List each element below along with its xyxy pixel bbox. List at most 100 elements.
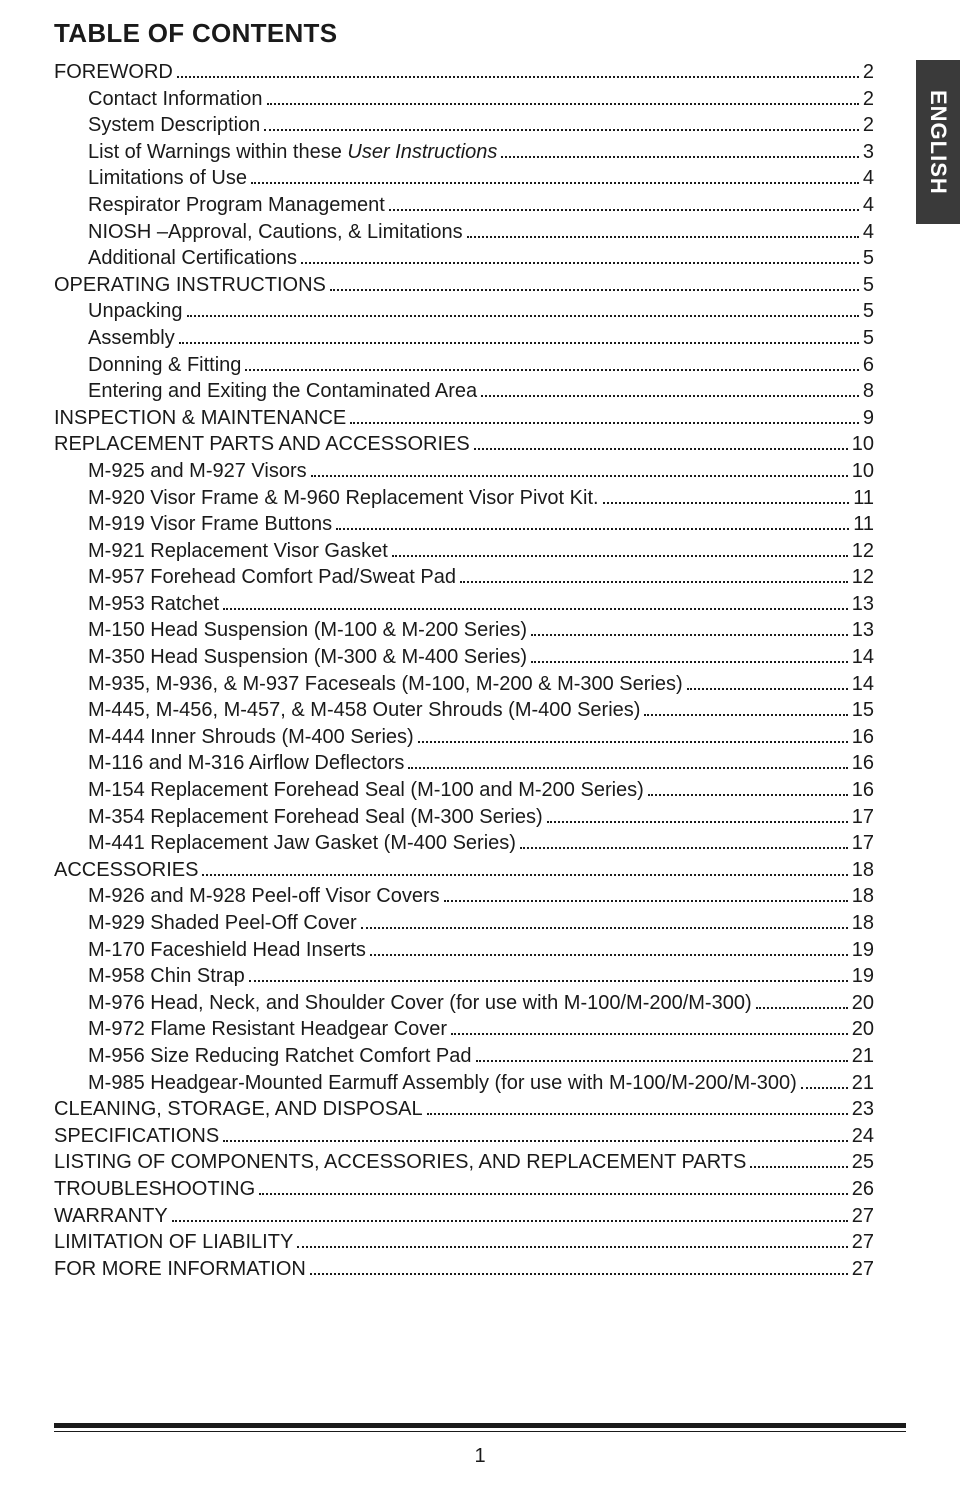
toc-entry: M-921 Replacement Visor Gasket 12 (54, 538, 874, 565)
toc-entry: M-929 Shaded Peel-Off Cover 18 (54, 910, 874, 937)
toc-entry-page: 5 (863, 325, 874, 352)
toc-entry: NIOSH –Approval, Cautions, & Limitations… (54, 219, 874, 246)
toc-entry: FOREWORD 2 (54, 59, 874, 86)
toc-entry-label: Assembly (88, 325, 175, 352)
toc-entry-label: Entering and Exiting the Contaminated Ar… (88, 378, 477, 405)
toc-entry: TROUBLESHOOTING 26 (54, 1176, 874, 1203)
toc-entry-page: 26 (852, 1176, 874, 1203)
toc-dot-leader (179, 342, 859, 344)
toc-entry-page: 2 (863, 59, 874, 86)
toc-dot-leader (467, 236, 859, 238)
footer-rule-thick (54, 1423, 906, 1428)
toc-entry-label: CLEANING, STORAGE, AND DISPOSAL (54, 1096, 423, 1123)
footer-rule-thin (54, 1431, 906, 1433)
toc-entry: Assembly 5 (54, 325, 874, 352)
toc-dot-leader (418, 741, 848, 743)
toc-entry-page: 4 (863, 165, 874, 192)
toc-dot-leader (267, 103, 859, 105)
toc-dot-leader (245, 369, 858, 371)
toc-entry-label: M-956 Size Reducing Ratchet Comfort Pad (88, 1043, 472, 1070)
toc-entry: FOR MORE INFORMATION 27 (54, 1256, 874, 1283)
toc-entry-page: 27 (852, 1256, 874, 1283)
toc-dot-leader (547, 821, 848, 823)
toc-entry-label: M-935, M-936, & M-937 Faceseals (M-100, … (88, 671, 683, 698)
toc-entry-page: 2 (863, 112, 874, 139)
toc-entry-page: 10 (852, 431, 874, 458)
toc-entry: M-919 Visor Frame Buttons 11 (54, 511, 874, 538)
toc-entry-page: 25 (852, 1149, 874, 1176)
toc-dot-leader (648, 794, 848, 796)
toc-dot-leader (481, 395, 859, 397)
toc-entry-label: OPERATING INSTRUCTIONS (54, 272, 326, 299)
toc-entry-label: M-929 Shaded Peel-Off Cover (88, 910, 357, 937)
toc-dot-leader (427, 1113, 848, 1115)
toc-entry-label: LIMITATION OF LIABILITY (54, 1229, 293, 1256)
toc-entry: SPECIFICATIONS 24 (54, 1123, 874, 1150)
toc-dot-leader (531, 634, 848, 636)
toc-list: FOREWORD 2Contact Information 2System De… (54, 59, 874, 1282)
toc-entry-page: 16 (852, 750, 874, 777)
toc-entry-page: 21 (852, 1070, 874, 1097)
toc-entry: WARRANTY 27 (54, 1203, 874, 1230)
toc-dot-leader (187, 315, 859, 317)
toc-entry-page: 16 (852, 777, 874, 804)
toc-entry: M-445, M-456, M-457, & M-458 Outer Shrou… (54, 697, 874, 724)
toc-dot-leader (392, 555, 848, 557)
language-tab-label: ENGLISH (925, 90, 951, 195)
toc-entry-label: FOREWORD (54, 59, 173, 86)
toc-entry-label: M-985 Headgear-Mounted Earmuff Assembly … (88, 1070, 797, 1097)
toc-entry-label: Donning & Fitting (88, 352, 241, 379)
toc-entry-page: 27 (852, 1229, 874, 1256)
toc-entry-page: 18 (852, 857, 874, 884)
toc-entry-page: 2 (863, 86, 874, 113)
toc-entry-page: 10 (852, 458, 874, 485)
toc-dot-leader (603, 502, 850, 504)
toc-entry-label: TROUBLESHOOTING (54, 1176, 255, 1203)
toc-entry-page: 19 (852, 963, 874, 990)
toc-entry-label: M-976 Head, Neck, and Shoulder Cover (fo… (88, 990, 752, 1017)
footer-rule (54, 1423, 906, 1433)
toc-entry-label: M-921 Replacement Visor Gasket (88, 538, 388, 565)
toc-dot-leader (687, 688, 848, 690)
toc-entry: M-925 and M-927 Visors 10 (54, 458, 874, 485)
toc-entry-label: M-958 Chin Strap (88, 963, 245, 990)
toc-dot-leader (750, 1166, 847, 1168)
toc-entry: M-170 Faceshield Head Inserts 19 (54, 937, 874, 964)
toc-dot-leader (259, 1193, 848, 1195)
toc-entry: M-953 Ratchet 13 (54, 591, 874, 618)
toc-entry: ACCESSORIES 18 (54, 857, 874, 884)
toc-entry-label: M-354 Replacement Forehead Seal (M-300 S… (88, 804, 543, 831)
toc-entry: Limitations of Use 4 (54, 165, 874, 192)
toc-entry: List of Warnings within these User Instr… (54, 139, 874, 166)
toc-entry-label: System Description (88, 112, 260, 139)
toc-dot-leader (644, 714, 847, 716)
toc-entry-label: Limitations of Use (88, 165, 247, 192)
toc-dot-leader (311, 475, 848, 477)
toc-dot-leader (249, 980, 848, 982)
toc-entry-page: 19 (852, 937, 874, 964)
toc-dot-leader (408, 767, 847, 769)
toc-entry-label: M-926 and M-928 Peel-off Visor Covers (88, 883, 440, 910)
toc-entry-page: 23 (852, 1096, 874, 1123)
toc-entry: OPERATING INSTRUCTIONS 5 (54, 272, 874, 299)
toc-dot-leader (531, 661, 848, 663)
toc-entry: LISTING OF COMPONENTS, ACCESSORIES, AND … (54, 1149, 874, 1176)
toc-entry: M-958 Chin Strap 19 (54, 963, 874, 990)
toc-entry-label: M-957 Forehead Comfort Pad/Sweat Pad (88, 564, 456, 591)
toc-dot-leader (202, 874, 847, 876)
toc-dot-leader (350, 422, 859, 424)
toc-entry-page: 21 (852, 1043, 874, 1070)
toc-entry-label: M-350 Head Suspension (M-300 & M-400 Ser… (88, 644, 527, 671)
toc-entry-label: M-150 Head Suspension (M-100 & M-200 Ser… (88, 617, 527, 644)
toc-entry: M-956 Size Reducing Ratchet Comfort Pad … (54, 1043, 874, 1070)
toc-entry-label: M-445, M-456, M-457, & M-458 Outer Shrou… (88, 697, 640, 724)
toc-entry-page: 18 (852, 883, 874, 910)
toc-entry-page: 17 (852, 804, 874, 831)
toc-entry-page: 13 (852, 591, 874, 618)
toc-entry: M-154 Replacement Forehead Seal (M-100 a… (54, 777, 874, 804)
toc-entry: Contact Information 2 (54, 86, 874, 113)
toc-entry: Unpacking 5 (54, 298, 874, 325)
toc-entry-page: 15 (852, 697, 874, 724)
toc-entry-page: 14 (852, 644, 874, 671)
toc-dot-leader (264, 129, 859, 131)
